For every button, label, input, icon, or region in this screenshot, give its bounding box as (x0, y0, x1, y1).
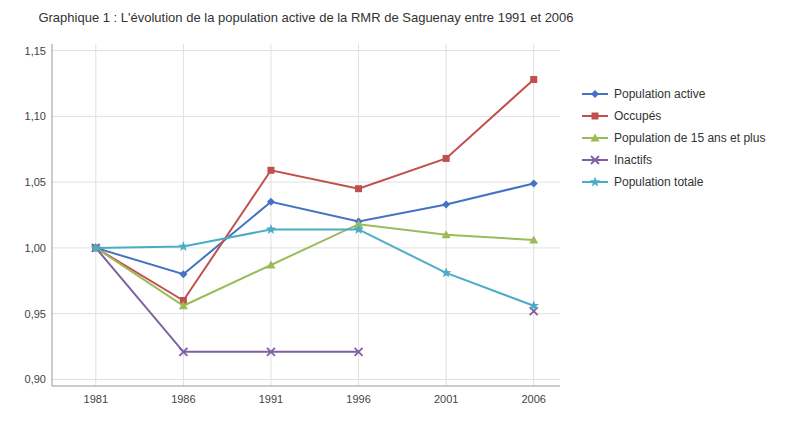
plot-area (91, 76, 539, 356)
legend-label: Population de 15 ans et plus (614, 131, 765, 145)
y-axis-line (52, 44, 53, 386)
y-tick-label: 1,15 (25, 45, 46, 57)
x-tick-label: 2001 (434, 393, 458, 405)
point-marker (179, 301, 188, 309)
legend-label: Population totale (614, 175, 704, 189)
point-marker (266, 260, 275, 268)
series (91, 220, 538, 310)
y-tick-label: 1,00 (25, 242, 46, 254)
legend-marker (591, 156, 599, 164)
legend-marker (591, 134, 600, 142)
y-grid-line (52, 313, 560, 314)
point-marker (530, 307, 538, 315)
point-marker (528, 300, 538, 310)
x-tick-label: 2006 (521, 393, 545, 405)
x-tick-label: 1996 (346, 393, 370, 405)
point-marker (179, 270, 187, 278)
x-grid-line (358, 44, 359, 386)
point-marker (529, 235, 538, 243)
point-marker (530, 179, 538, 187)
series (92, 244, 538, 356)
point-marker (178, 241, 188, 251)
series-line (96, 224, 534, 306)
point-marker (530, 76, 537, 83)
point-marker (353, 224, 363, 234)
series (91, 224, 539, 310)
legend-marker (590, 177, 600, 187)
point-marker (442, 200, 450, 208)
point-marker (441, 267, 451, 277)
series (92, 76, 537, 304)
y-grid-line (52, 116, 560, 117)
y-tick-label: 0,90 (25, 373, 46, 385)
y-tick-label: 1,10 (25, 110, 46, 122)
x-grid-line (533, 44, 534, 386)
series-line (96, 248, 359, 352)
x-tick-label: 1981 (84, 393, 108, 405)
legend-marker (591, 90, 599, 98)
y-tick-label: 1,05 (25, 176, 46, 188)
legend: Population active Occupés Population de 15… (582, 87, 765, 189)
point-marker (355, 185, 362, 192)
y-grid-line (52, 182, 560, 183)
x-axis-line (52, 386, 560, 387)
y-grid-line (52, 50, 560, 51)
chart: Graphique 1 : L'évolution de la populati… (0, 0, 807, 422)
y-grid-line (52, 379, 560, 380)
legend-label: Inactifs (614, 153, 652, 167)
legend-label: Occupés (614, 109, 661, 123)
point-marker (355, 348, 363, 356)
x-grid-line (95, 44, 96, 386)
chart-container: Graphique 1 : L'évolution de la populati… (0, 0, 807, 422)
point-marker (267, 167, 274, 174)
series-line (96, 80, 534, 301)
x-grid-line (183, 44, 184, 386)
series-line (96, 229, 534, 305)
x-grid-line (446, 44, 447, 386)
point-marker (442, 230, 451, 238)
x-tick-label: 1986 (171, 393, 195, 405)
point-marker (443, 155, 450, 162)
y-tick-label: 0,95 (25, 308, 46, 320)
legend-marker (592, 113, 599, 120)
point-marker (91, 242, 101, 252)
x-grid-line (270, 44, 271, 386)
point-marker (267, 348, 275, 356)
grid (52, 44, 560, 386)
point-marker (179, 348, 187, 356)
legend-label: Population active (614, 87, 706, 101)
point-marker (266, 224, 276, 234)
point-marker (267, 198, 275, 206)
x-tick-label: 1991 (259, 393, 283, 405)
title: Graphique 1 : L'évolution de la populati… (38, 10, 573, 25)
